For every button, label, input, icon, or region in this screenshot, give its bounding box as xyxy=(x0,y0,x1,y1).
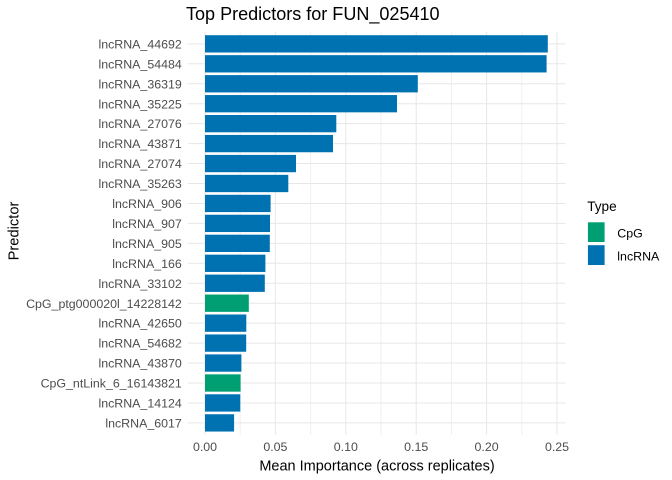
svg-text:lncRNA_166: lncRNA_166 xyxy=(112,257,182,271)
svg-text:CpG: CpG xyxy=(617,226,642,240)
svg-text:lncRNA_43870: lncRNA_43870 xyxy=(98,357,181,371)
svg-text:Top Predictors for FUN_025410: Top Predictors for FUN_025410 xyxy=(186,4,440,25)
svg-text:lncRNA_6017: lncRNA_6017 xyxy=(105,416,182,430)
svg-text:0.25: 0.25 xyxy=(545,440,569,454)
svg-text:lncRNA_54682: lncRNA_54682 xyxy=(98,337,181,351)
svg-text:CpG_ptg000020l_14228142: CpG_ptg000020l_14228142 xyxy=(26,297,182,311)
svg-text:lncRNA_36319: lncRNA_36319 xyxy=(98,77,181,91)
svg-text:0.00: 0.00 xyxy=(193,440,217,454)
svg-text:Predictor: Predictor xyxy=(6,202,22,261)
svg-text:lncRNA: lncRNA xyxy=(617,250,660,264)
svg-text:lncRNA_27074: lncRNA_27074 xyxy=(98,157,181,171)
svg-text:Mean Importance (across replic: Mean Importance (across replicates) xyxy=(259,458,494,474)
svg-text:lncRNA_27076: lncRNA_27076 xyxy=(98,117,181,131)
svg-text:0.15: 0.15 xyxy=(404,440,428,454)
svg-text:Type: Type xyxy=(587,199,616,214)
svg-text:0.20: 0.20 xyxy=(475,440,499,454)
svg-text:CpG_ntLink_6_16143821: CpG_ntLink_6_16143821 xyxy=(41,377,182,391)
svg-text:lncRNA_42650: lncRNA_42650 xyxy=(98,317,181,331)
svg-text:lncRNA_905: lncRNA_905 xyxy=(112,237,182,251)
svg-text:lncRNA_907: lncRNA_907 xyxy=(112,217,182,231)
svg-text:lncRNA_14124: lncRNA_14124 xyxy=(98,397,181,411)
svg-text:lncRNA_35225: lncRNA_35225 xyxy=(98,97,181,111)
svg-text:lncRNA_35263: lncRNA_35263 xyxy=(98,177,181,191)
svg-text:0.05: 0.05 xyxy=(263,440,287,454)
svg-text:lncRNA_54484: lncRNA_54484 xyxy=(98,57,181,71)
svg-text:0.10: 0.10 xyxy=(334,440,358,454)
svg-text:lncRNA_44692: lncRNA_44692 xyxy=(98,37,181,51)
svg-text:lncRNA_33102: lncRNA_33102 xyxy=(98,277,181,291)
svg-text:lncRNA_906: lncRNA_906 xyxy=(112,197,182,211)
svg-text:lncRNA_43871: lncRNA_43871 xyxy=(98,137,181,151)
